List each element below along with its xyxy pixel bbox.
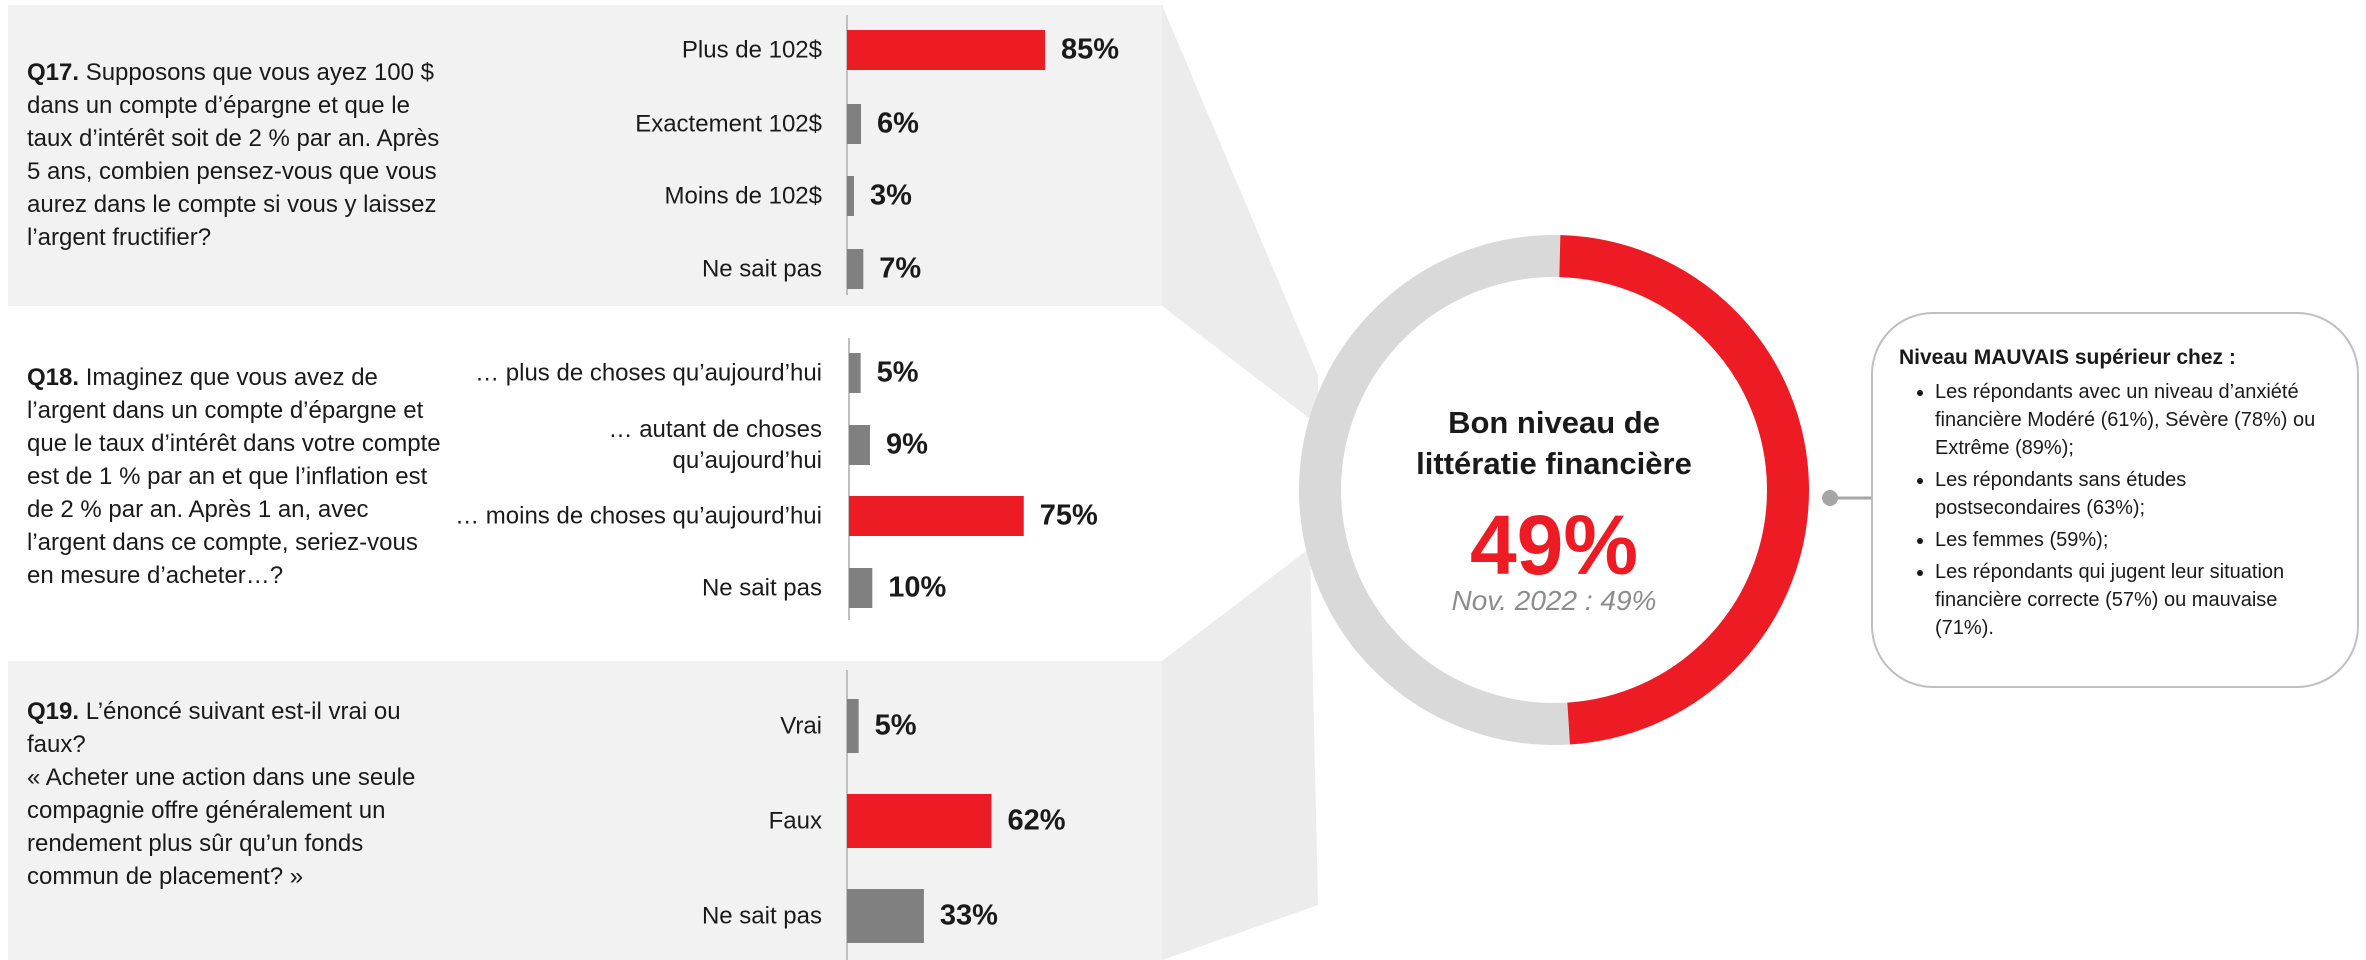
value-label: 6% [876,107,919,140]
bar [847,176,854,216]
question-body: Imaginez que vous avez de l’argent dans … [27,364,441,589]
category-label: Moins de 102$ [664,182,822,210]
donut-subtitle: Nov. 2022 : 49% [1451,585,1657,616]
bar [849,568,873,608]
donut-arc [1559,235,1809,745]
callout-box: Niveau MAUVAIS supérieur chez : Les répo… [1871,312,2359,688]
callout-item: Les répondants avec un niveau d’anxiété … [1935,378,2333,462]
donut-title: Bon niveau de littératie financière [1416,405,1692,481]
value-label: 5% [874,709,917,742]
category-label: Faux [768,807,822,835]
callout-item: Les répondants qui jugent leur situation… [1935,558,2333,642]
callout-list: Les répondants avec un niveau d’anxiété … [1899,378,2333,642]
value-label: 5% [876,356,919,389]
bar [847,794,992,848]
category-label: … plus de choses qu’aujourd’hui [475,359,822,387]
bar [849,353,861,393]
panel-pointer [1162,548,1318,960]
question-text: Q17. Supposons que vous ayez 100 $ dans … [27,56,442,254]
connector-dot [1822,490,1838,506]
callout-title: Niveau MAUVAIS supérieur chez : [1899,346,2236,369]
value-label: 3% [869,179,912,212]
bar [847,249,864,289]
bar [849,496,1024,536]
value-label: 7% [879,252,922,285]
bar [847,30,1046,70]
question-text: Q18. Imaginez que vous avez de l’argent … [27,361,442,592]
bar [847,104,861,144]
bar [847,889,924,943]
question-body: Supposons que vous ayez 100 $ dans un co… [27,59,440,251]
question-text: Q19. L’énoncé suivant est-il vrai ou fau… [27,695,442,893]
panel-pointer [1162,5,1318,425]
callout-item: Les répondants sans études postsecondair… [1935,466,2333,522]
category-label: Plus de 102$ [681,36,822,64]
category-label: Ne sait pas [701,255,822,283]
value-label: 33% [939,899,998,932]
question-number: Q17. [27,59,80,86]
donut-value-label: 49% [1469,498,1639,592]
question-number: Q19. [27,698,80,725]
callout-item: Les femmes (59%); [1935,526,2333,554]
question-number: Q18. [27,364,80,391]
value-label: 10% [888,571,947,604]
category-label: … autant de choses qu’aujourd’hui [608,416,822,474]
bar [849,425,870,465]
bar [847,699,859,753]
category-label: Exactement 102$ [635,110,822,138]
category-label: … moins de choses qu’aujourd’hui [455,502,822,530]
value-label: 75% [1039,499,1098,532]
question-body: L’énoncé suivant est-il vrai ou faux? « … [27,698,416,890]
category-label: Vrai [780,712,822,740]
category-label: Ne sait pas [701,902,822,930]
category-label: Ne sait pas [701,574,822,602]
value-label: 85% [1061,33,1120,66]
value-label: 62% [1007,804,1066,837]
value-label: 9% [885,428,928,461]
